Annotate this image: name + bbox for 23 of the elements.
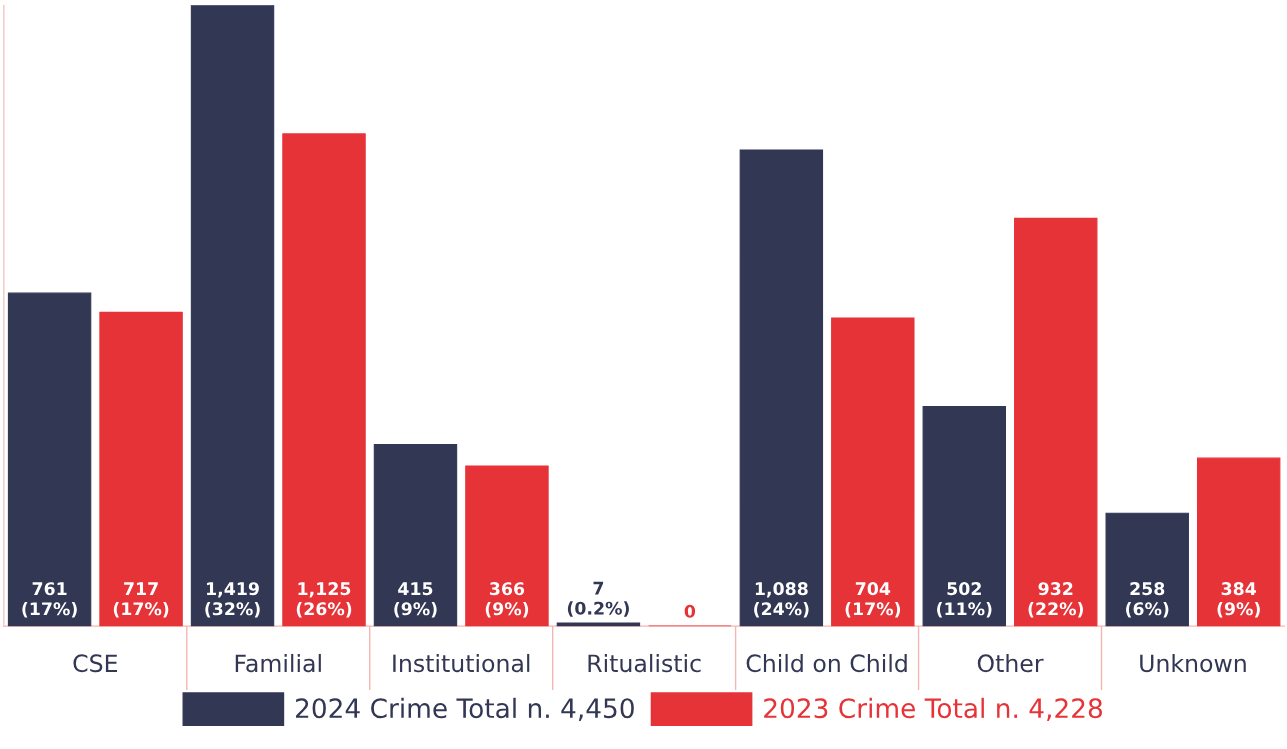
- x-tick-label: CSE: [73, 654, 118, 673]
- data-label: 1,088 (24%): [754, 582, 809, 618]
- data-label: 704 (17%): [845, 582, 901, 618]
- data-label: 415 (9%): [394, 582, 437, 618]
- x-tick-label: Child on Child: [746, 653, 907, 673]
- data-label: 717 (17%): [113, 582, 169, 618]
- legend-label: 2024 Crime Total n. 4,450: [295, 697, 634, 721]
- data-label: 366 (9%): [485, 582, 529, 618]
- x-tick-label: Ritualistic: [588, 653, 701, 673]
- data-label: 0: [684, 604, 696, 618]
- legend-label: 2023 Crime Total n. 4,228: [764, 697, 1102, 721]
- data-label: 258 (6%): [1126, 582, 1169, 618]
- data-label: 932 (22%): [1028, 582, 1083, 618]
- data-label: 1,419 (32%): [205, 582, 260, 618]
- x-tick-label: Unknown: [1140, 653, 1246, 673]
- data-label: 384 (9%): [1217, 582, 1260, 618]
- x-tick-label: Institutional: [393, 653, 530, 673]
- data-label: 7 (0.2%): [567, 581, 629, 617]
- x-tick-label: Other: [977, 653, 1044, 673]
- data-label: 1,125 (26%): [296, 582, 352, 618]
- x-tick-label: Familial: [235, 653, 321, 673]
- data-label: 502 (11%): [937, 582, 992, 618]
- data-label: 761 (17%): [22, 582, 77, 618]
